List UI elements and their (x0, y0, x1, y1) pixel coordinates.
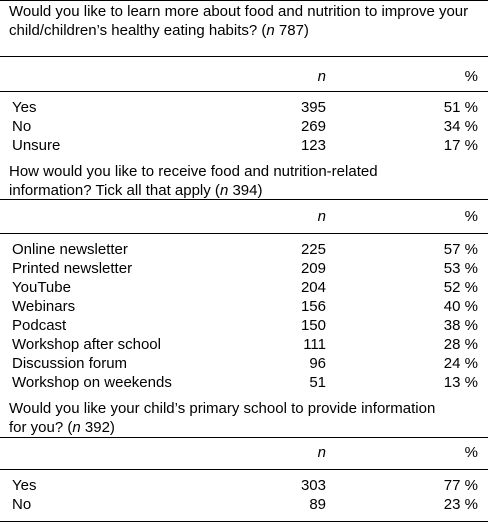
question-2-rule (0, 199, 488, 200)
column-header-percent: % (464, 444, 478, 461)
table-row: Workshop on weekends 51 13 % (0, 373, 488, 392)
row-percent: 38 % (443, 317, 478, 334)
column-header-n: n (317, 68, 326, 85)
table-row: Discussion forum 96 24 % (0, 354, 488, 373)
row-label: Webinars (12, 298, 76, 315)
row-label: Workshop after school (12, 336, 161, 353)
row-label: Printed newsletter (12, 260, 133, 277)
row-n: 51 (309, 374, 326, 391)
row-percent: 52 % (443, 279, 478, 296)
row-n: 96 (309, 355, 326, 372)
question-1-rule (0, 56, 488, 57)
column-header-n: n (317, 208, 326, 225)
column-header-n: n (317, 444, 326, 461)
row-n: 269 (300, 118, 326, 135)
row-label: Unsure (12, 137, 61, 154)
row-n: 123 (300, 137, 326, 154)
row-percent: 77 % (443, 477, 478, 494)
question-3: Would you like your child’s primary scho… (9, 400, 436, 436)
row-label: No (12, 118, 32, 135)
question-2: How would you like to receive food and n… (9, 163, 378, 199)
table-row: Online newsletter 225 57 % (0, 240, 488, 259)
row-label: Online newsletter (12, 241, 128, 258)
row-label: Yes (12, 477, 37, 494)
bottom-rule (0, 521, 488, 522)
table-row: YouTube 204 52 % (0, 278, 488, 297)
row-percent: 40 % (443, 298, 478, 315)
row-n: 89 (309, 496, 326, 513)
table-row: Podcast 150 38 % (0, 316, 488, 335)
question-3-rule (0, 437, 488, 438)
column-header-percent: % (464, 68, 478, 85)
table-row: Yes 303 77 % (0, 476, 488, 495)
column-header-percent: % (464, 208, 478, 225)
row-percent: 24 % (443, 355, 478, 372)
row-n: 156 (300, 298, 326, 315)
row-percent: 51 % (443, 99, 478, 116)
row-label: Workshop on weekends (12, 374, 172, 391)
table-row: Workshop after school 111 28 % (0, 335, 488, 354)
row-n: 225 (300, 241, 326, 258)
row-n: 150 (300, 317, 326, 334)
row-percent: 34 % (443, 118, 478, 135)
top-rule (0, 0, 488, 1)
row-n: 204 (300, 279, 326, 296)
row-label: Discussion forum (12, 355, 128, 372)
table-row: Printed newsletter 209 53 % (0, 259, 488, 278)
table-row: Yes 395 51 % (0, 98, 488, 117)
header-1-rule (0, 91, 488, 92)
row-percent: 13 % (443, 374, 478, 391)
table-row: No 89 23 % (0, 495, 488, 514)
row-n: 395 (300, 99, 326, 116)
row-label: Podcast (12, 317, 67, 334)
row-label: YouTube (12, 279, 71, 296)
row-percent: 17 % (443, 137, 478, 154)
question-1: Would you like to learn more about food … (9, 3, 469, 39)
row-percent: 57 % (443, 241, 478, 258)
row-n: 303 (300, 477, 326, 494)
row-n: 111 (303, 336, 326, 353)
table-row: Unsure 123 17 % (0, 136, 488, 155)
row-percent: 28 % (443, 336, 478, 353)
row-label: No (12, 496, 32, 513)
row-label: Yes (12, 99, 37, 116)
row-percent: 53 % (443, 260, 478, 277)
row-percent: 23 % (443, 496, 478, 513)
header-2-rule (0, 233, 488, 234)
row-n: 209 (300, 260, 326, 277)
header-3-rule (0, 469, 488, 470)
table-row: No 269 34 % (0, 117, 488, 136)
table-row: Webinars 156 40 % (0, 297, 488, 316)
